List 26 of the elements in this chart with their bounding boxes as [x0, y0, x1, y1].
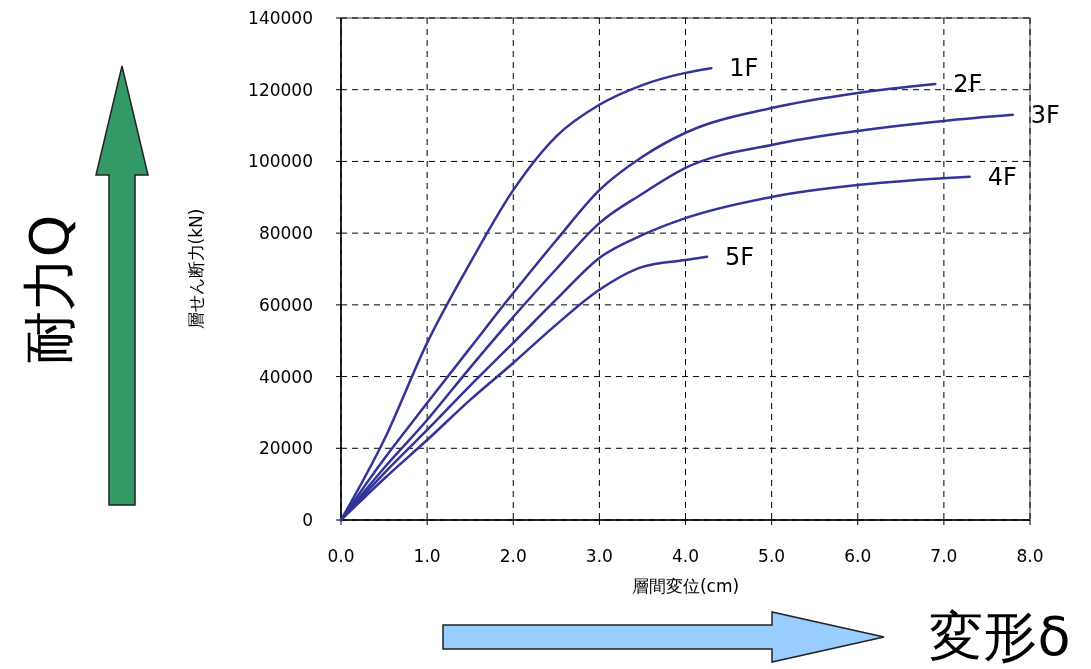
x-axis-title: 層間変位(cm) [631, 576, 740, 596]
x-tick-label: 1.0 [413, 546, 441, 566]
series-label: 1F [729, 54, 759, 83]
series-label: 5F [725, 242, 755, 271]
series-label: 3F [1030, 100, 1060, 129]
x-tick-label: 0.0 [327, 546, 355, 566]
y-tick-label: 140000 [248, 8, 313, 28]
y-tick-label: 120000 [248, 79, 313, 100]
y-tick-label: 60000 [258, 294, 313, 315]
series-label: 4F [987, 162, 1017, 191]
y-tick-label: 0 [302, 510, 313, 530]
x-tick-label: 4.0 [671, 546, 700, 566]
y-tick-label: 40000 [258, 366, 313, 387]
y-tick-label: 100000 [248, 151, 313, 172]
y-tick-label: 20000 [258, 438, 313, 459]
text: 変形δ [929, 605, 1071, 668]
x-tick-label: 5.0 [758, 546, 786, 566]
series-label: 2F [953, 69, 983, 98]
x-tick-label: 6.0 [844, 546, 872, 566]
y-axis-title: 層せん断力(kN) [186, 208, 206, 330]
x-tick-label: 2.0 [499, 546, 527, 566]
x-tick-label: 3.0 [585, 546, 613, 566]
x-tick-label: 7.0 [930, 546, 958, 566]
y-tick-label: 80000 [258, 223, 313, 244]
x-tick-label: 8.0 [1016, 546, 1044, 566]
text: 耐力Q [18, 214, 81, 366]
